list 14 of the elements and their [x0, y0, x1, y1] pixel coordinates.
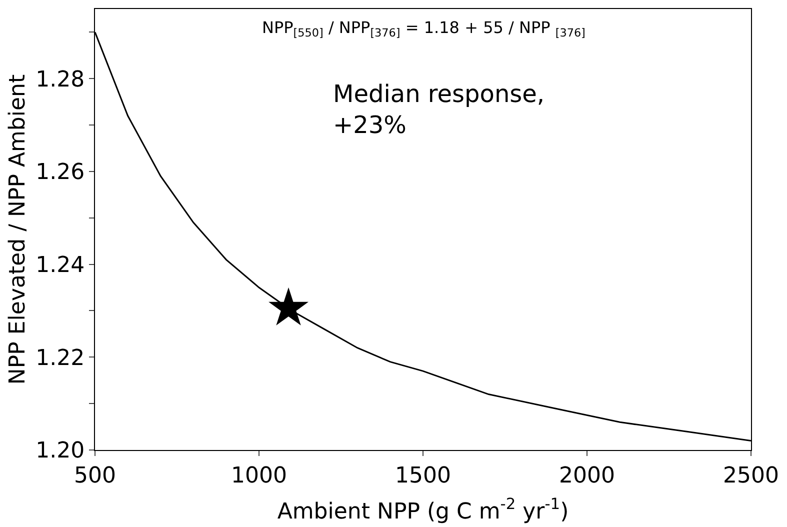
x-tick-label: 500 — [74, 463, 116, 488]
x-axis-title: Ambient NPP (g C m$^{-2}$ yr$^{-1}$) — [277, 495, 569, 524]
annotation: NPP$_{[550]}$ / NPP$_{[376]}$ = 1.18 + 55 / NPP $_{[376]}$ — [262, 18, 586, 40]
x-tick-label: 1500 — [395, 463, 451, 488]
annotation: Median response, +23% — [333, 80, 545, 140]
x-tick-label: 1000 — [231, 463, 287, 488]
y-tick-label: 1.24 — [36, 253, 85, 278]
y-tick-label: 1.22 — [36, 346, 85, 371]
y-tick-label: 1.28 — [36, 67, 85, 92]
y-tick-label: 1.26 — [36, 160, 85, 186]
y-tick-label: 1.20 — [36, 438, 85, 464]
y-axis-title: NPP Elevated / NPP Ambient — [5, 74, 30, 385]
x-tick-label: 2000 — [559, 463, 615, 488]
x-tick-label: 2500 — [723, 463, 779, 488]
